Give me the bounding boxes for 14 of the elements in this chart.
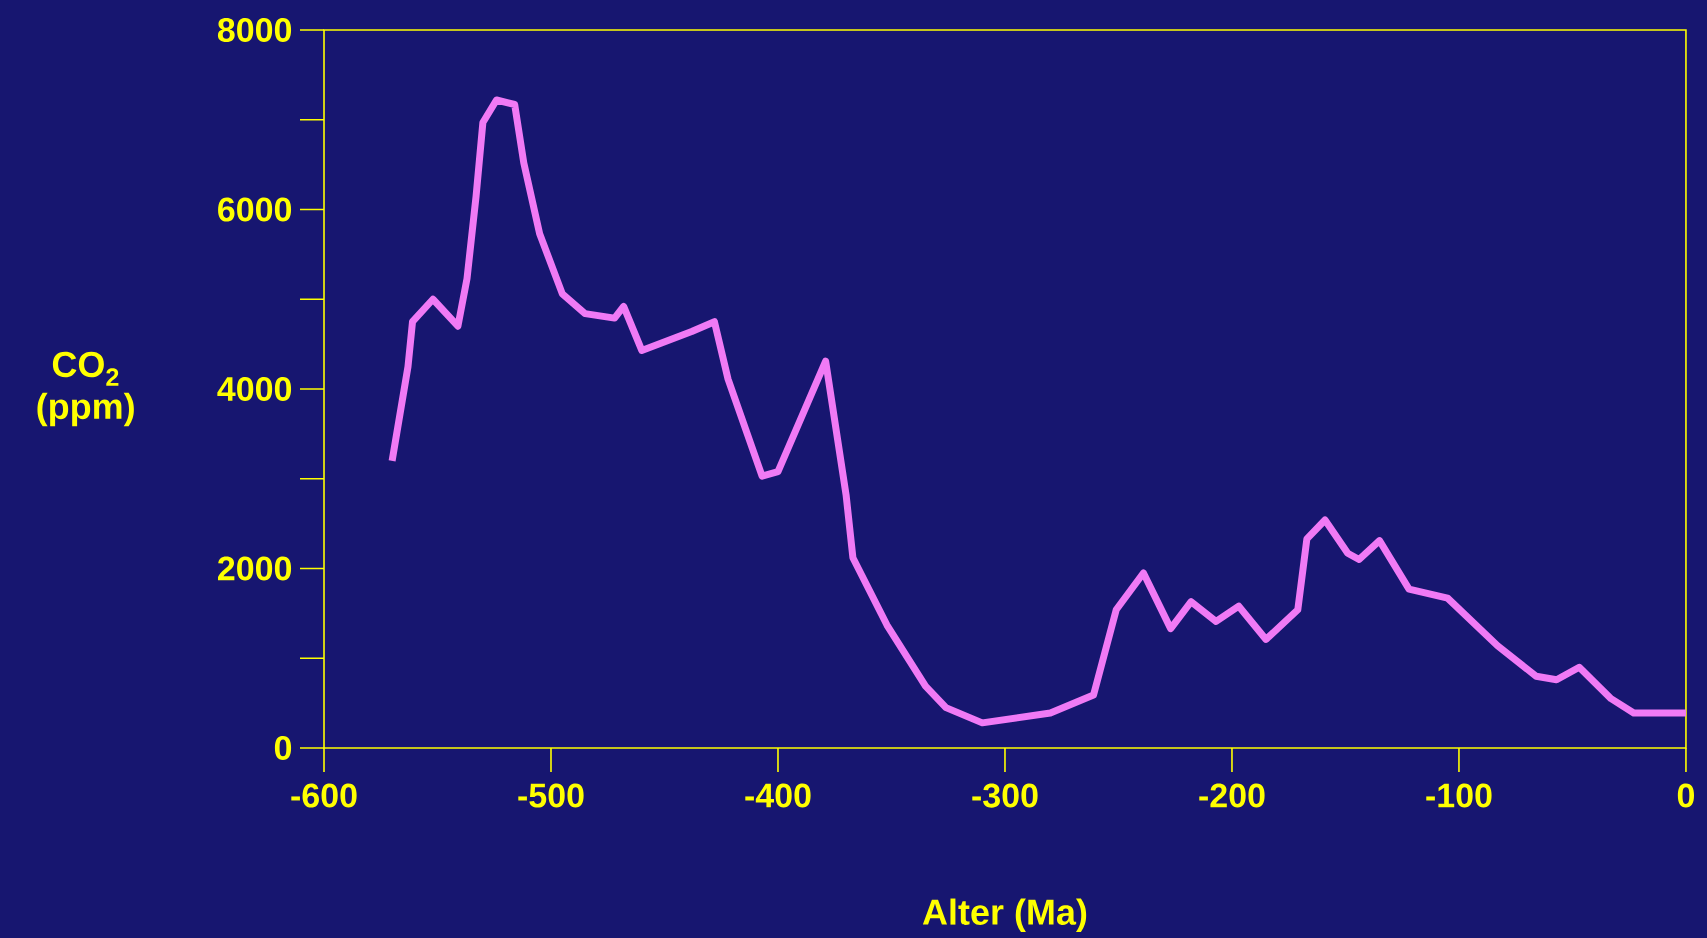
x-tick-label: -500 [518, 783, 584, 808]
x-tick-label: -600 [291, 783, 357, 808]
y-tick-label: 8000 [217, 17, 292, 43]
x-axis-title: Alter (Ma) [922, 898, 1087, 933]
x-tick-label: -300 [972, 783, 1038, 808]
x-tick-label: 0 [1677, 783, 1695, 808]
y-tick-label: 0 [274, 735, 292, 761]
y-tick-label: 2000 [218, 556, 292, 581]
x-tick-label: -400 [745, 783, 811, 808]
x-tick-label: -100 [1426, 783, 1492, 808]
y-axis-title: CO$_{2}$ (ppm) [37, 351, 134, 427]
y-tick-label: 4000 [217, 376, 292, 402]
x-tick-label: -200 [1199, 783, 1265, 808]
y-tick-label: 6000 [218, 197, 292, 222]
